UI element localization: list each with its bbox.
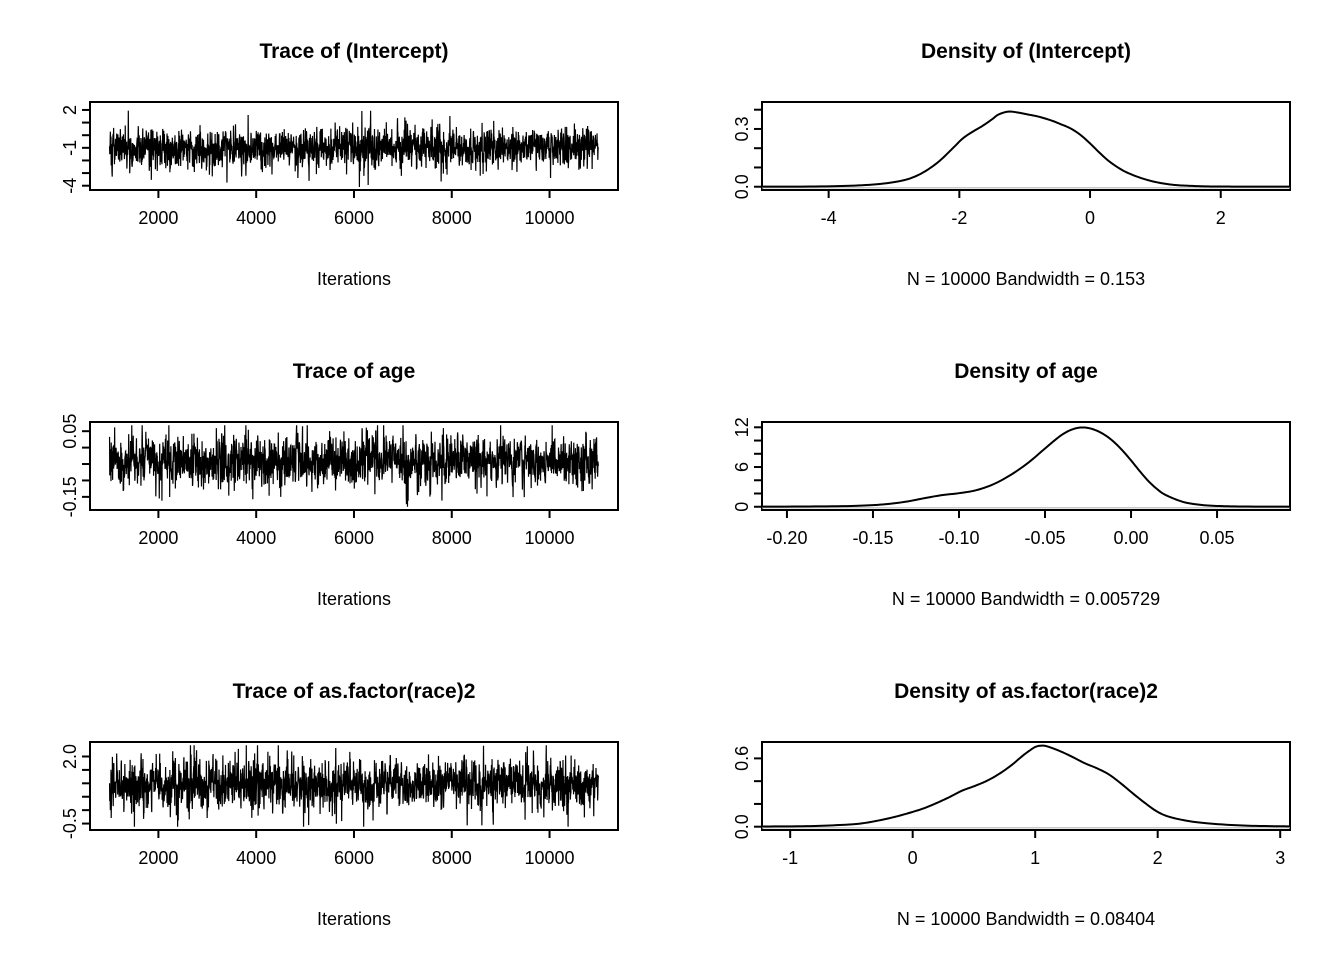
x-tick-label: -1 xyxy=(782,848,798,868)
y-tick-label: 0 xyxy=(732,502,752,512)
panel-density-race2: Density of as.factor(race)2 -1 0 1 2 3 0.0 0.6 N… xyxy=(732,680,1291,929)
x-tick-label: -0.20 xyxy=(766,528,807,548)
y-tick-label: 0.0 xyxy=(732,814,752,839)
y-tick-label: 2 xyxy=(60,105,80,115)
x-tick-label: 0.00 xyxy=(1114,528,1149,548)
y-tick-label: 12 xyxy=(732,417,752,437)
x-tick-label: 3 xyxy=(1275,848,1285,868)
x-tick-label: 2 xyxy=(1216,208,1226,228)
panel-title: Density of as.factor(race)2 xyxy=(894,680,1158,703)
x-tick-label: 4000 xyxy=(236,848,276,868)
plot-box xyxy=(761,421,1291,511)
density-subtitle: N = 10000 Bandwidth = 0.08404 xyxy=(897,909,1155,929)
x-tick-label: 10000 xyxy=(525,848,575,868)
x-tick-label: -4 xyxy=(821,208,837,228)
plot-box xyxy=(761,741,1291,831)
panel-trace-intercept: Trace of (Intercept) 2000 4000 6000 8000 1000… xyxy=(60,40,619,289)
x-tick-label: 0 xyxy=(1085,208,1095,228)
x-axis-label: Iterations xyxy=(317,269,391,289)
x-tick-label: -0.10 xyxy=(938,528,979,548)
x-tick-label: 6000 xyxy=(334,528,374,548)
panel-title: Trace of (Intercept) xyxy=(259,40,448,63)
x-tick-label: 8000 xyxy=(432,528,472,548)
panel-trace-age: Trace of age 2000 4000 6000 8000 10000 -0.15 0.… xyxy=(60,360,619,609)
y-tick-label: 0.0 xyxy=(732,174,752,199)
y-tick-label: 2.0 xyxy=(60,744,80,769)
x-tick-label: 4000 xyxy=(236,208,276,228)
panel-title: Trace of age xyxy=(293,360,416,383)
y-tick-label: 6 xyxy=(732,462,752,472)
x-tick-label: 0.05 xyxy=(1200,528,1235,548)
panel-density-age: Density of age -0.20 -0.15 -0.10 -0.05 0.00 0.… xyxy=(732,360,1291,609)
density-curve xyxy=(761,744,1291,828)
x-axis-label: Iterations xyxy=(317,589,391,609)
y-tick-label: -1 xyxy=(60,140,80,156)
y-tick-label: 0.3 xyxy=(732,116,752,141)
x-tick-label: 10000 xyxy=(525,528,575,548)
x-tick-label: 10000 xyxy=(525,208,575,228)
y-tick-label: 0.6 xyxy=(732,746,752,771)
x-tick-label: 2000 xyxy=(138,208,178,228)
density-subtitle: N = 10000 Bandwidth = 0.005729 xyxy=(892,589,1160,609)
panel-title: Trace of as.factor(race)2 xyxy=(233,680,476,703)
density-curve xyxy=(761,426,1291,508)
x-tick-label: 2 xyxy=(1153,848,1163,868)
x-tick-label: 2000 xyxy=(138,848,178,868)
x-tick-label: 6000 xyxy=(334,208,374,228)
plot-box xyxy=(761,101,1291,191)
x-tick-label: 4000 xyxy=(236,528,276,548)
density-subtitle: N = 10000 Bandwidth = 0.153 xyxy=(907,269,1145,289)
panel-density-intercept: Density of (Intercept) -4 -2 0 2 0.0 0.3 N = 10… xyxy=(732,40,1291,289)
density-curve xyxy=(761,110,1291,188)
trace-line xyxy=(108,745,600,827)
x-tick-label: -0.15 xyxy=(852,528,893,548)
x-tick-label: -2 xyxy=(951,208,967,228)
x-tick-label: 8000 xyxy=(432,848,472,868)
x-tick-label: 2000 xyxy=(138,528,178,548)
panel-trace-race2: Trace of as.factor(race)2 2000 4000 6000 800… xyxy=(60,680,619,929)
panel-title: Density of (Intercept) xyxy=(921,40,1131,63)
x-tick-label: 0 xyxy=(908,848,918,868)
trace-line xyxy=(108,425,600,507)
x-axis-label: Iterations xyxy=(317,909,391,929)
x-tick-label: -0.05 xyxy=(1024,528,1065,548)
trace-line xyxy=(108,110,599,187)
panel-title: Density of age xyxy=(954,360,1098,383)
x-tick-label: 6000 xyxy=(334,848,374,868)
y-tick-label: 0.05 xyxy=(60,414,80,449)
x-tick-label: 1 xyxy=(1030,848,1040,868)
y-tick-label: -4 xyxy=(60,178,80,194)
y-tick-label: -0.15 xyxy=(60,476,80,517)
y-tick-label: -0.5 xyxy=(60,808,80,839)
x-tick-label: 8000 xyxy=(432,208,472,228)
